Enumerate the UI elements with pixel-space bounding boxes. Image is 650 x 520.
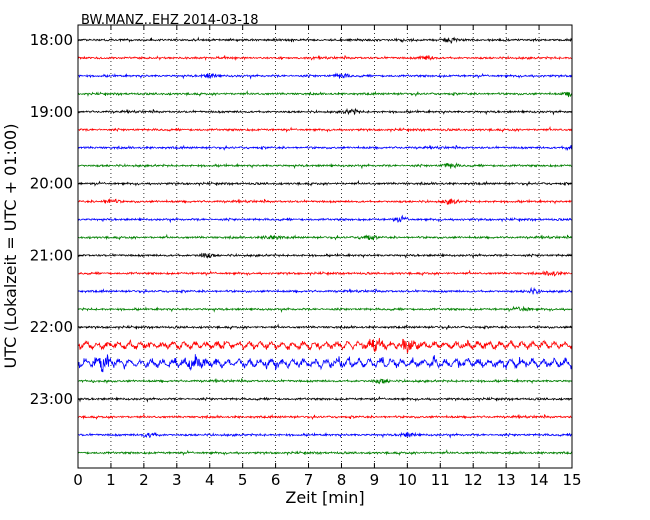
x-tick-label: 4 <box>205 471 215 489</box>
x-tick-label: 1 <box>106 471 116 489</box>
trace-line <box>77 162 573 170</box>
x-tick-label: 12 <box>464 471 483 489</box>
x-tick-label: 13 <box>497 471 516 489</box>
trace-line <box>77 90 573 98</box>
trace-line <box>77 214 573 224</box>
trace-line <box>77 125 573 133</box>
trace-line <box>77 55 573 61</box>
x-tick-label: 0 <box>73 471 83 489</box>
trace-line <box>77 323 573 331</box>
x-tick-label: 2 <box>139 471 149 489</box>
trace-line <box>77 305 573 313</box>
x-tick-label: 9 <box>370 471 380 489</box>
x-tick-label: 7 <box>304 471 314 489</box>
trace-line <box>77 144 573 151</box>
trace-line <box>77 395 573 403</box>
tick-layer: 0 1 2 3 4 5 6 7 8 9 10 11 12 13 14 1518:0019:0020:0021:… <box>30 25 582 489</box>
trace-line <box>77 431 573 439</box>
x-axis-label: Zeit [min] <box>285 488 364 507</box>
trace-line <box>77 36 573 44</box>
trace-line <box>77 269 573 277</box>
trace-line <box>77 337 573 354</box>
y-tick-label: 22:00 <box>30 318 73 336</box>
x-tick-label: 5 <box>238 471 248 489</box>
trace-line <box>77 252 573 260</box>
x-tick-label: 11 <box>431 471 450 489</box>
y-tick-label: 21:00 <box>30 246 73 264</box>
trace-layer <box>77 36 573 457</box>
x-tick-label: 14 <box>530 471 549 489</box>
y-axis-label: UTC (Lokalzeit = UTC + 01:00) <box>1 124 20 369</box>
y-tick-label: 18:00 <box>30 31 73 49</box>
x-tick-label: 8 <box>337 471 347 489</box>
trace-line <box>77 233 573 241</box>
trace-line <box>77 107 573 116</box>
trace-line <box>77 179 573 187</box>
y-tick-label: 20:00 <box>30 175 73 193</box>
trace-line <box>77 449 573 457</box>
trace-line <box>77 286 572 295</box>
x-tick-label: 15 <box>562 471 581 489</box>
chart-title: BW.MANZ..EHZ 2014-03-18 <box>81 13 259 28</box>
trace-line <box>77 378 573 385</box>
plot-frame <box>77 24 573 469</box>
y-tick-label: 19:00 <box>30 103 73 121</box>
trace-line <box>77 354 573 373</box>
trace-line <box>77 413 573 420</box>
x-tick-label: 3 <box>172 471 182 489</box>
x-tick-label: 6 <box>271 471 281 489</box>
y-tick-label: 23:00 <box>30 390 73 408</box>
trace-line <box>77 198 573 206</box>
x-tick-label: 10 <box>398 471 417 489</box>
trace-line <box>77 72 573 80</box>
